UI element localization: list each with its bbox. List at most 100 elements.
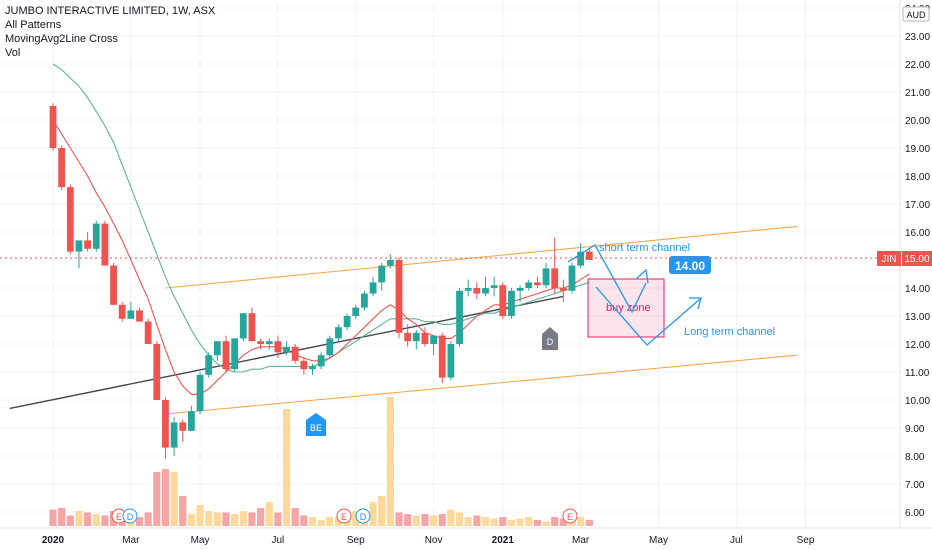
candle-down bbox=[49, 106, 57, 148]
volume-bar bbox=[585, 520, 593, 526]
short-channel-arrowhead bbox=[635, 268, 649, 284]
candle-down bbox=[551, 268, 559, 288]
legend-patterns[interactable]: All Patterns bbox=[5, 19, 62, 31]
candle-down bbox=[101, 223, 109, 266]
volume-bar bbox=[239, 511, 247, 526]
volume-bar bbox=[542, 521, 550, 526]
candle-down bbox=[559, 288, 567, 291]
slow-moving-average-line bbox=[52, 63, 590, 373]
currency-label: AUD bbox=[906, 10, 926, 20]
y-tick-label: 19.00 bbox=[905, 144, 930, 155]
candle-up bbox=[213, 341, 221, 356]
y-tick-label: 16.00 bbox=[905, 228, 930, 239]
candle-up bbox=[196, 374, 204, 412]
candle-down bbox=[404, 332, 412, 342]
volume-bar bbox=[92, 514, 100, 526]
event-d-marker[interactable] bbox=[355, 508, 371, 524]
y-tick-label: 12.00 bbox=[905, 340, 930, 351]
candle-up bbox=[352, 307, 360, 316]
candle-up bbox=[326, 338, 334, 356]
candle-down bbox=[585, 251, 593, 260]
candle-up bbox=[386, 260, 394, 266]
candle-up bbox=[490, 285, 498, 288]
legend-volume[interactable]: Vol bbox=[5, 47, 21, 59]
candle-up bbox=[430, 335, 437, 344]
event-e-marker[interactable] bbox=[336, 508, 352, 524]
volume-bar bbox=[551, 517, 559, 526]
candle-down bbox=[274, 341, 282, 353]
volume-bar bbox=[196, 505, 204, 526]
volume-bar bbox=[559, 518, 567, 526]
candle-up bbox=[568, 265, 576, 291]
volume-bar bbox=[84, 512, 92, 526]
candle-up bbox=[447, 344, 455, 378]
volume-bar bbox=[533, 520, 541, 526]
be-badge[interactable] bbox=[306, 413, 326, 436]
candle-up bbox=[205, 355, 213, 375]
volume-bar bbox=[334, 517, 343, 526]
volume-bar bbox=[473, 515, 481, 526]
x-tick-label: 2020 bbox=[42, 535, 65, 546]
event-d-marker[interactable] bbox=[122, 508, 138, 524]
event-markers: E D E D E bbox=[111, 508, 578, 524]
volume-bar bbox=[161, 469, 170, 526]
y-tick-label: 7.00 bbox=[905, 480, 925, 491]
event-e-marker[interactable] bbox=[562, 508, 578, 524]
long-channel-label: Long term channel bbox=[684, 326, 775, 338]
last-price-label: 15.00 bbox=[904, 254, 929, 265]
volume-bar bbox=[282, 409, 291, 526]
y-tick-label: 11.00 bbox=[905, 368, 930, 379]
volume-bar bbox=[404, 514, 412, 526]
candle-down bbox=[421, 332, 429, 344]
time-axis[interactable]: 2020 Mar May Jul Sep Nov 2021 Mar May Jul Sep bbox=[0, 527, 932, 546]
volume-bar bbox=[464, 517, 472, 526]
candle-down bbox=[473, 288, 481, 294]
candle-down bbox=[153, 344, 161, 400]
target-badge bbox=[669, 256, 711, 274]
volume-bar bbox=[153, 472, 161, 526]
candle-up bbox=[188, 411, 195, 431]
candle-up bbox=[516, 288, 524, 291]
volume-bar bbox=[455, 512, 464, 526]
event-d-label: D bbox=[360, 512, 367, 522]
volume-bar bbox=[308, 517, 317, 526]
currency-tag[interactable]: AUD bbox=[902, 6, 930, 22]
volume-bar bbox=[222, 512, 230, 526]
volume-bar bbox=[481, 517, 490, 526]
candle-down bbox=[144, 321, 152, 344]
short-channel-label: short term channel bbox=[599, 242, 690, 254]
volume-bar bbox=[490, 518, 498, 526]
legend-ma-cross[interactable]: MovingAvg2Line Cross bbox=[5, 33, 118, 45]
volume-bar bbox=[170, 472, 178, 526]
d-badge[interactable] bbox=[542, 327, 558, 350]
candle-up bbox=[283, 346, 290, 353]
volume-bar bbox=[447, 509, 455, 526]
d-badge-label: D bbox=[547, 337, 554, 347]
candle-up bbox=[92, 223, 100, 249]
x-tick-label: 2021 bbox=[492, 535, 515, 546]
candle-down bbox=[438, 335, 446, 378]
candle-up bbox=[456, 290, 463, 344]
volume-bar bbox=[499, 517, 507, 526]
volume-bar bbox=[66, 515, 74, 526]
volume-bar bbox=[516, 518, 524, 526]
candle-down bbox=[291, 346, 299, 361]
buy-zone-box[interactable] bbox=[587, 278, 665, 338]
x-tick-label: Mar bbox=[122, 535, 140, 546]
short-channel-arrow bbox=[567, 244, 647, 314]
candle-down bbox=[395, 260, 403, 333]
long-channel-arrow bbox=[595, 286, 701, 346]
x-tick-label: Jul bbox=[730, 535, 743, 546]
candle-up bbox=[265, 341, 273, 344]
candle-down bbox=[118, 304, 126, 319]
y-tick-label: 22.00 bbox=[905, 60, 930, 71]
chart-title[interactable]: JUMBO INTERACTIVE LIMITED, 1W, ASX bbox=[5, 5, 216, 17]
y-tick-label: 14.00 bbox=[905, 284, 930, 295]
volume-bar bbox=[75, 511, 83, 526]
x-tick-label: Jul bbox=[272, 535, 285, 546]
candle-up bbox=[525, 282, 533, 288]
x-tick-label: Nov bbox=[425, 535, 443, 546]
event-e-label: E bbox=[341, 512, 347, 522]
candle-up bbox=[464, 288, 472, 291]
